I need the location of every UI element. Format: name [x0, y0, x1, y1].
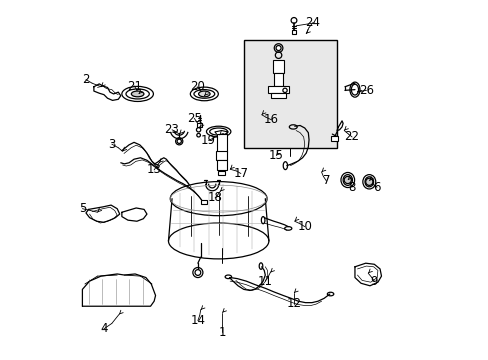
- Circle shape: [276, 45, 281, 50]
- Text: 21: 21: [127, 80, 142, 93]
- Bar: [244, 40, 336, 148]
- Text: 15: 15: [268, 149, 283, 162]
- Circle shape: [195, 270, 201, 275]
- Bar: [267, 86, 289, 93]
- Text: 17: 17: [233, 167, 248, 180]
- Text: 6: 6: [373, 181, 380, 194]
- Bar: [291, 30, 296, 34]
- Text: 1: 1: [218, 326, 225, 339]
- Bar: [215, 151, 227, 160]
- Text: 26: 26: [358, 84, 373, 97]
- Text: 3: 3: [108, 138, 115, 150]
- Text: 14: 14: [190, 314, 205, 327]
- Circle shape: [344, 176, 351, 184]
- Text: 12: 12: [286, 297, 301, 310]
- Text: 24: 24: [305, 17, 320, 30]
- Text: 2: 2: [82, 73, 90, 86]
- Text: 11: 11: [257, 275, 272, 288]
- Bar: [197, 123, 202, 127]
- Text: 13: 13: [146, 163, 161, 176]
- Bar: [201, 200, 207, 204]
- Text: 7: 7: [322, 174, 329, 187]
- Text: 23: 23: [164, 123, 179, 136]
- Text: 10: 10: [297, 220, 311, 233]
- Text: 5: 5: [79, 202, 86, 215]
- Text: 8: 8: [347, 181, 355, 194]
- Text: 16: 16: [264, 113, 278, 126]
- Text: 4: 4: [100, 322, 107, 335]
- Bar: [216, 160, 226, 170]
- Text: 20: 20: [189, 80, 204, 93]
- Bar: [330, 136, 338, 141]
- Bar: [271, 93, 285, 98]
- Text: 9: 9: [370, 275, 377, 288]
- Ellipse shape: [131, 91, 143, 97]
- Text: 25: 25: [186, 112, 202, 125]
- Text: 22: 22: [344, 130, 359, 144]
- Bar: [217, 171, 225, 175]
- Ellipse shape: [198, 91, 210, 97]
- Bar: [274, 73, 282, 86]
- Text: 18: 18: [207, 192, 222, 204]
- Bar: [216, 134, 226, 152]
- Circle shape: [365, 178, 372, 185]
- Bar: [273, 59, 284, 73]
- Text: 19: 19: [201, 134, 216, 147]
